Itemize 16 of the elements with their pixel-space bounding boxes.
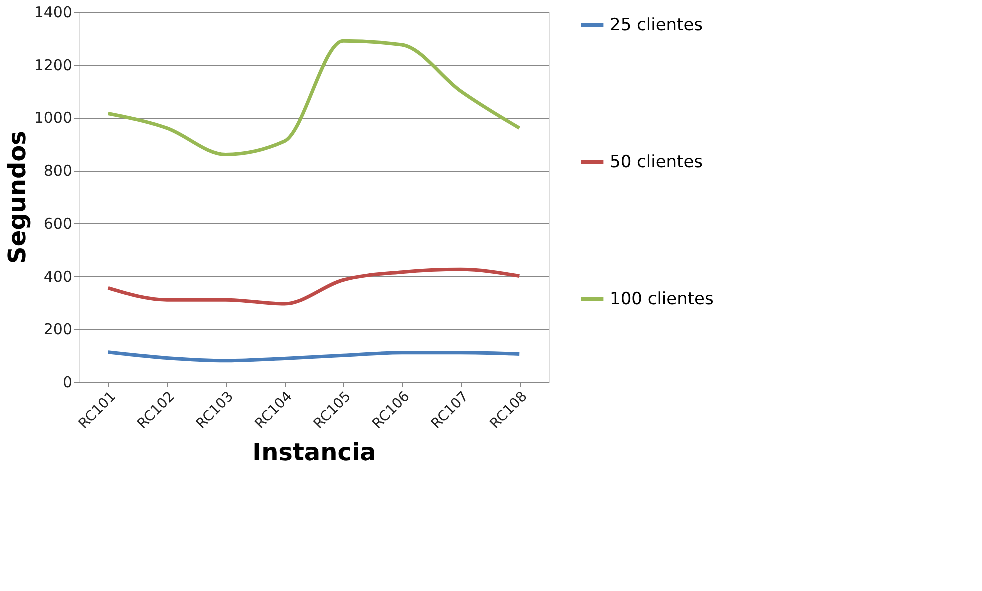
x-axis-title: Instancia — [252, 438, 376, 467]
y-tick-label: 800 — [44, 162, 72, 180]
y-tick-label: 1200 — [34, 56, 72, 74]
legend-label: 100 clientes — [610, 290, 714, 310]
y-tick-label: 200 — [44, 320, 72, 339]
line-series — [106, 350, 522, 363]
y-tick-label: 600 — [44, 214, 72, 233]
legend-label: 25 clientes — [610, 16, 704, 36]
y-tick-label: 0 — [62, 374, 72, 392]
y-tick-label: 1000 — [34, 109, 72, 128]
line-series — [106, 268, 522, 306]
y-axis-title: Segundos — [3, 131, 32, 264]
y-tick-label: 400 — [44, 268, 72, 286]
line-series — [106, 39, 522, 156]
legend-label: 50 clientes — [610, 152, 704, 172]
y-tick-label: 1400 — [34, 4, 72, 22]
